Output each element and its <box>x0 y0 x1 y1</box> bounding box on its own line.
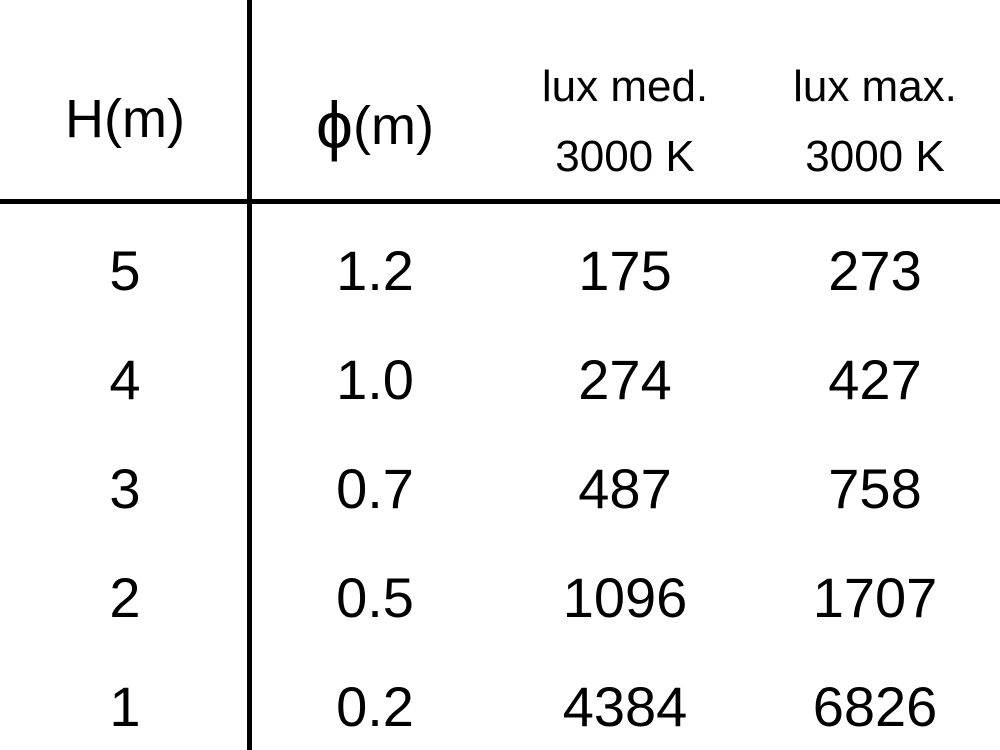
table-cell: 487 <box>578 457 672 520</box>
header-diameter-unit: (m) <box>353 96 434 156</box>
table-cell: 0.7 <box>336 457 414 520</box>
header-height: H(m) <box>65 89 185 149</box>
header-diameter: ϕ(m) <box>250 92 500 158</box>
table-cell: 1 <box>109 675 141 738</box>
table-cell: 274 <box>578 348 672 411</box>
header-lux-max-line2: 3000 K <box>805 132 945 181</box>
table-cell: 758 <box>828 457 922 520</box>
header-lux-med: lux med. 3000 K <box>500 52 750 192</box>
table-cell: 1.0 <box>336 348 414 411</box>
table-cell: 4 <box>109 348 141 411</box>
header-lux-max-line1: lux max. <box>793 62 957 111</box>
table-cell: 2 <box>109 566 141 629</box>
column-divider <box>247 0 252 750</box>
table-cell: 5 <box>109 239 141 302</box>
table-cell: 1096 <box>562 566 688 629</box>
header-lux-med-line2: 3000 K <box>555 132 695 181</box>
header-lux-max: lux max. 3000 K <box>750 52 1000 192</box>
header-divider <box>0 199 1000 204</box>
table-cell: 175 <box>578 239 672 302</box>
table-cell: 6826 <box>812 675 938 738</box>
table-cell: 1.2 <box>336 239 414 302</box>
table-cell: 4384 <box>562 675 688 738</box>
phi-symbol: ϕ <box>316 88 353 162</box>
table-cell: 3 <box>109 457 141 520</box>
table-cell: 427 <box>828 348 922 411</box>
table-cell: 0.5 <box>336 566 414 629</box>
table-cell: 0.2 <box>336 675 414 738</box>
table-cell: 1707 <box>812 566 938 629</box>
table-cell: 273 <box>828 239 922 302</box>
header-lux-med-line1: lux med. <box>541 62 709 111</box>
